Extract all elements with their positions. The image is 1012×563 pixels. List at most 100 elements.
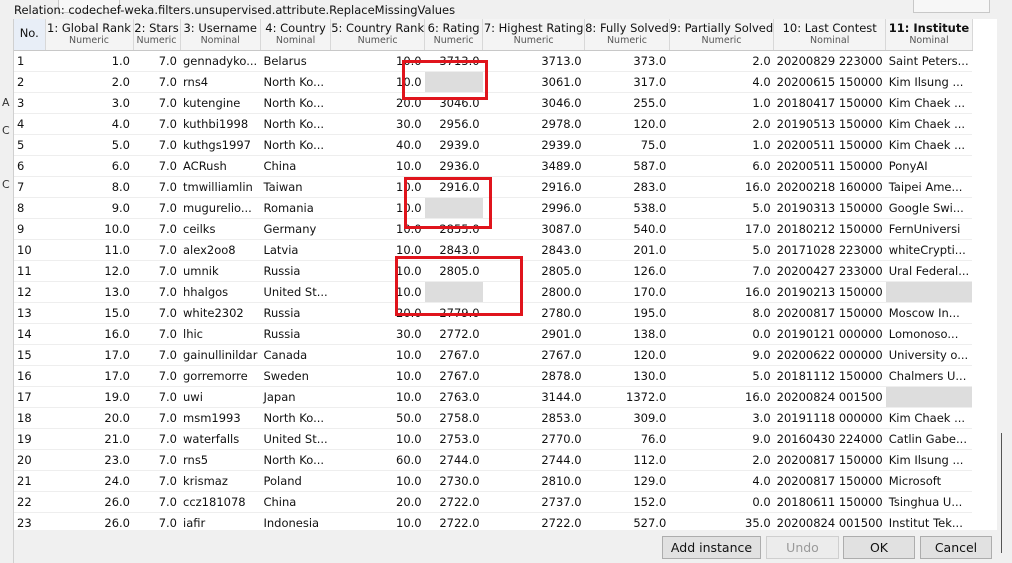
table-cell[interactable]: 1.0 xyxy=(669,134,774,156)
table-cell[interactable]: 2936.0 xyxy=(424,155,483,177)
table-cell[interactable]: 4.0 xyxy=(669,470,774,492)
table-cell[interactable]: Kim Chaek ... xyxy=(885,134,973,156)
table-cell[interactable]: 20190213 150000 xyxy=(773,281,886,303)
table-cell[interactable]: 2978.0 xyxy=(482,113,585,135)
table-cell[interactable]: Tsinghua U... xyxy=(885,491,973,513)
table-cell[interactable]: 7.0 xyxy=(133,449,180,471)
table-cell[interactable]: 2843.0 xyxy=(424,239,483,261)
table-cell[interactable]: Taiwan xyxy=(260,176,331,198)
table-cell[interactable]: 2.0 xyxy=(45,71,133,93)
table-cell[interactable]: 7.0 xyxy=(133,365,180,387)
table-cell[interactable]: Catlin Gabe... xyxy=(885,428,973,450)
table-row[interactable]: 8 9.0 7.0 mugurelio... Romania 10.0 2996.0 538.… xyxy=(14,197,973,219)
table-cell[interactable]: FernUniversi xyxy=(885,218,973,240)
table-cell[interactable]: Kim Chaek ... xyxy=(885,407,973,429)
table-cell[interactable]: 2730.0 xyxy=(424,470,483,492)
table-cell[interactable]: 10.0 xyxy=(330,428,425,450)
table-cell[interactable]: 7.0 xyxy=(133,491,180,513)
table-cell[interactable]: 120.0 xyxy=(584,344,670,366)
table-cell[interactable]: ACRush xyxy=(180,155,261,177)
table-cell[interactable]: 7.0 xyxy=(133,176,180,198)
table-cell[interactable]: Sweden xyxy=(260,365,331,387)
table-cell[interactable]: 3713.0 xyxy=(482,50,585,72)
table-cell[interactable]: 3489.0 xyxy=(482,155,585,177)
table-cell[interactable]: 50.0 xyxy=(330,407,425,429)
table-cell[interactable]: 2916.0 xyxy=(424,176,483,198)
table-cell[interactable]: 0.0 xyxy=(669,491,774,513)
table-cell[interactable]: 5.0 xyxy=(45,134,133,156)
row-number-cell[interactable]: 4 xyxy=(14,113,45,135)
table-cell[interactable]: 2.0 xyxy=(669,113,774,135)
table-cell[interactable]: 373.0 xyxy=(584,50,670,72)
table-cell[interactable]: 10.0 xyxy=(330,470,425,492)
table-cell[interactable]: 7.0 xyxy=(133,218,180,240)
row-number-cell[interactable]: 17 xyxy=(14,386,45,408)
column-header-7[interactable]: 7: Highest Rating Numeric xyxy=(482,19,586,51)
table-cell[interactable]: Russia xyxy=(260,260,331,282)
table-cell[interactable]: 20200622 000000 xyxy=(773,344,886,366)
table-cell[interactable]: 20200817 150000 xyxy=(773,470,886,492)
table-cell[interactable]: white2302 xyxy=(180,302,261,324)
table-cell[interactable]: 4.0 xyxy=(669,71,774,93)
table-cell[interactable]: North Ko... xyxy=(260,449,331,471)
table-cell[interactable]: hhalgos xyxy=(180,281,261,303)
table-cell[interactable]: 283.0 xyxy=(584,176,670,198)
table-cell[interactable]: 7.0 xyxy=(133,323,180,345)
row-number-cell[interactable]: 9 xyxy=(14,218,45,240)
table-cell[interactable]: PonyAI xyxy=(885,155,973,177)
table-cell[interactable]: Germany xyxy=(260,218,331,240)
table-cell[interactable]: 2805.0 xyxy=(482,260,585,282)
table-cell[interactable]: 10.0 xyxy=(330,155,425,177)
table-cell[interactable]: Poland xyxy=(260,470,331,492)
table-cell[interactable]: Saint Peters... xyxy=(885,50,973,72)
table-cell[interactable]: 7.0 xyxy=(133,470,180,492)
table-cell[interactable]: 20200511 150000 xyxy=(773,155,886,177)
table-cell[interactable]: umnik xyxy=(180,260,261,282)
table-cell[interactable]: Moscow In... xyxy=(885,302,973,324)
column-header-1[interactable]: 1: Global Rank Numeric xyxy=(45,19,134,51)
table-cell[interactable]: 20190121 000000 xyxy=(773,323,886,345)
table-cell[interactable]: 20200829 223000 xyxy=(773,50,886,72)
table-cell[interactable]: gainullinildar xyxy=(180,344,261,366)
missing-value-cell[interactable] xyxy=(424,71,483,93)
table-cell[interactable]: 10.0 xyxy=(330,239,425,261)
table-cell[interactable]: 5.0 xyxy=(669,239,774,261)
row-number-cell[interactable]: 11 xyxy=(14,260,45,282)
table-row[interactable]: 23 26.0 7.0 iafir Indonesia 10.0 2722.0 2722.0 5… xyxy=(14,512,973,530)
undo-button[interactable]: Undo xyxy=(766,536,839,559)
table-cell[interactable]: 10.0 xyxy=(330,218,425,240)
table-cell[interactable]: China xyxy=(260,491,331,513)
table-cell[interactable]: United St... xyxy=(260,428,331,450)
table-cell[interactable]: 120.0 xyxy=(584,113,670,135)
table-cell[interactable]: 3046.0 xyxy=(482,92,585,114)
table-row[interactable]: 1 1.0 7.0 gennadyko... Belarus 10.0 3713.0 3713… xyxy=(14,50,973,72)
missing-value-cell[interactable] xyxy=(424,197,483,219)
table-row[interactable]: 5 5.0 7.0 kuthgs1997 North Ko... 40.0 2939.0 29… xyxy=(14,134,973,156)
table-cell[interactable]: 10.0 xyxy=(330,71,425,93)
table-cell[interactable]: 2901.0 xyxy=(482,323,585,345)
table-cell[interactable]: 3144.0 xyxy=(482,386,585,408)
table-cell[interactable]: Indonesia xyxy=(260,512,331,530)
table-cell[interactable]: 19.0 xyxy=(45,386,133,408)
table-cell[interactable]: Chalmers U... xyxy=(885,365,973,387)
row-number-cell[interactable]: 16 xyxy=(14,365,45,387)
column-header-11[interactable]: 11: Institute Nominal xyxy=(885,19,973,51)
table-cell[interactable]: 16.0 xyxy=(669,386,774,408)
table-cell[interactable]: 21.0 xyxy=(45,428,133,450)
table-cell[interactable]: 7.0 xyxy=(133,302,180,324)
table-cell[interactable]: 17.0 xyxy=(45,344,133,366)
table-cell[interactable]: 12.0 xyxy=(45,260,133,282)
table-cell[interactable]: mugurelio... xyxy=(180,197,261,219)
table-cell[interactable]: 23.0 xyxy=(45,449,133,471)
table-cell[interactable]: 20180611 150000 xyxy=(773,491,886,513)
table-cell[interactable]: 24.0 xyxy=(45,470,133,492)
table-cell[interactable]: 20.0 xyxy=(330,302,425,324)
table-cell[interactable]: 2939.0 xyxy=(482,134,585,156)
table-cell[interactable]: 17.0 xyxy=(45,365,133,387)
table-cell[interactable]: Kim Ilsung ... xyxy=(885,449,973,471)
table-row[interactable]: 11 12.0 7.0 umnik Russia 10.0 2805.0 2805.0 126.… xyxy=(14,260,973,282)
table-cell[interactable]: 2744.0 xyxy=(424,449,483,471)
column-header-10[interactable]: 10: Last Contest Nominal xyxy=(773,19,887,51)
table-cell[interactable]: 7.0 xyxy=(133,50,180,72)
table-cell[interactable]: 20180212 150000 xyxy=(773,218,886,240)
